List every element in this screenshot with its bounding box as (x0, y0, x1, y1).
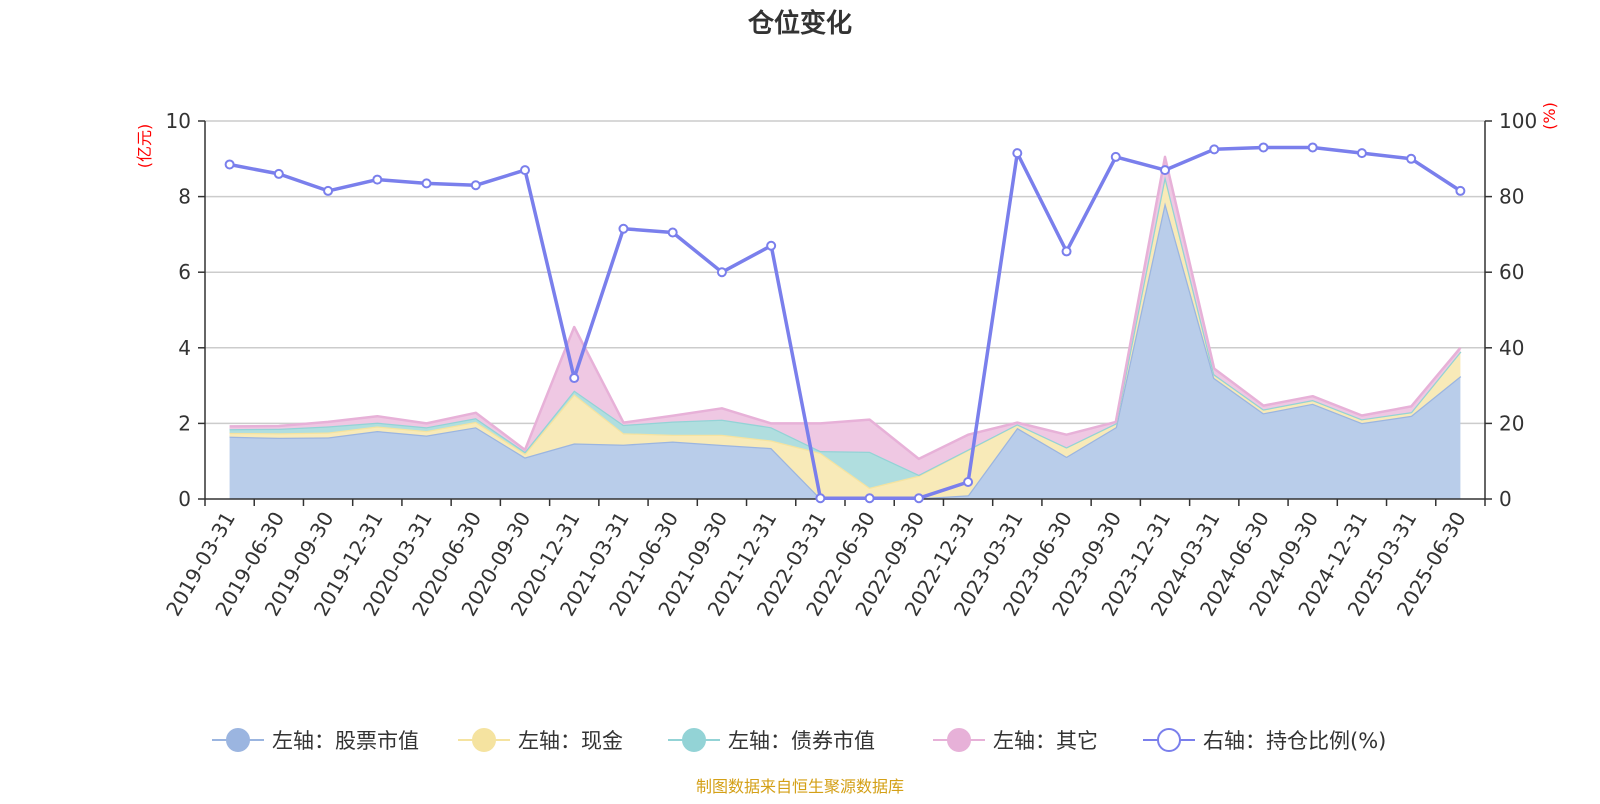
ratio-point (716, 267, 727, 278)
ratio-point (667, 227, 678, 238)
ratio-point (1356, 148, 1367, 159)
area-series-0 (229, 202, 1461, 500)
ratio-point (815, 493, 826, 504)
grid-lines (205, 120, 1485, 425)
legend-marker (226, 728, 250, 752)
ratio-point (1258, 142, 1269, 153)
ratio-point (1406, 153, 1417, 164)
legend-marker (947, 728, 971, 752)
left-axis-tick-label: 0 (178, 487, 191, 511)
ratio-point (1012, 148, 1023, 159)
source-note: 制图数据来自恒生聚源数据库 (696, 777, 904, 796)
ratio-line (229, 145, 1462, 500)
ratio-point (913, 493, 924, 504)
legend-label: 左轴：债券市值 (728, 729, 875, 753)
position-ratio-line (224, 142, 1466, 504)
ratio-point (569, 373, 580, 384)
right-axis-tick-label: 0 (1499, 487, 1512, 511)
ratio-point (1209, 144, 1220, 155)
legend-marker (682, 728, 706, 752)
ratio-point (1307, 142, 1318, 153)
ratio-point (766, 240, 777, 251)
right-axis-tick-label: 60 (1499, 260, 1524, 284)
right-axis-tick-label: 20 (1499, 411, 1524, 435)
ratio-point (520, 165, 530, 176)
right-axis-tick-label: 40 (1499, 336, 1524, 360)
right-axis-tick-label: 100 (1499, 109, 1537, 133)
area-series-line-3 (229, 155, 1462, 461)
ratio-point (1110, 151, 1121, 162)
left-axis-tick-label: 2 (178, 411, 191, 435)
left-axis-tick-label: 4 (178, 336, 191, 360)
left-axis-tick-label: 8 (178, 185, 191, 209)
legend-label: 右轴：持仓比例(%) (1203, 729, 1386, 753)
ratio-point (224, 159, 235, 170)
ratio-point (1061, 246, 1072, 257)
ratio-point (470, 180, 481, 191)
ratio-point (1455, 185, 1466, 196)
legend-label: 左轴：现金 (518, 729, 623, 753)
legend: 左轴：股票市值 左轴：现金 左轴：债券市值 左轴：其它 右轴：持仓比例(%) (212, 728, 1386, 753)
legend-label: 左轴：其它 (993, 729, 1098, 753)
right-axis-tick-label: 80 (1499, 185, 1524, 209)
ratio-point (618, 223, 629, 234)
ratio-point (421, 178, 432, 189)
legend-marker (1157, 728, 1181, 752)
legend-marker (472, 728, 496, 752)
ratio-point (372, 174, 383, 185)
area-series-1 (229, 175, 1461, 499)
right-axis-unit: (%) (1540, 102, 1559, 130)
ratio-point (273, 168, 284, 179)
left-axis-tick-label: 6 (178, 260, 191, 284)
left-axis-tick-label: 10 (166, 109, 191, 133)
ratio-point (864, 493, 875, 504)
ratio-point (323, 185, 334, 196)
ratio-point (1160, 165, 1170, 176)
legend-label: 左轴：股票市值 (272, 729, 419, 753)
left-axis-unit: (亿元) (135, 124, 154, 169)
area-series-3 (229, 156, 1461, 475)
stacked-areas (229, 155, 1462, 500)
chart-title: 仓位变化 (747, 8, 852, 39)
ratio-point (963, 476, 974, 487)
